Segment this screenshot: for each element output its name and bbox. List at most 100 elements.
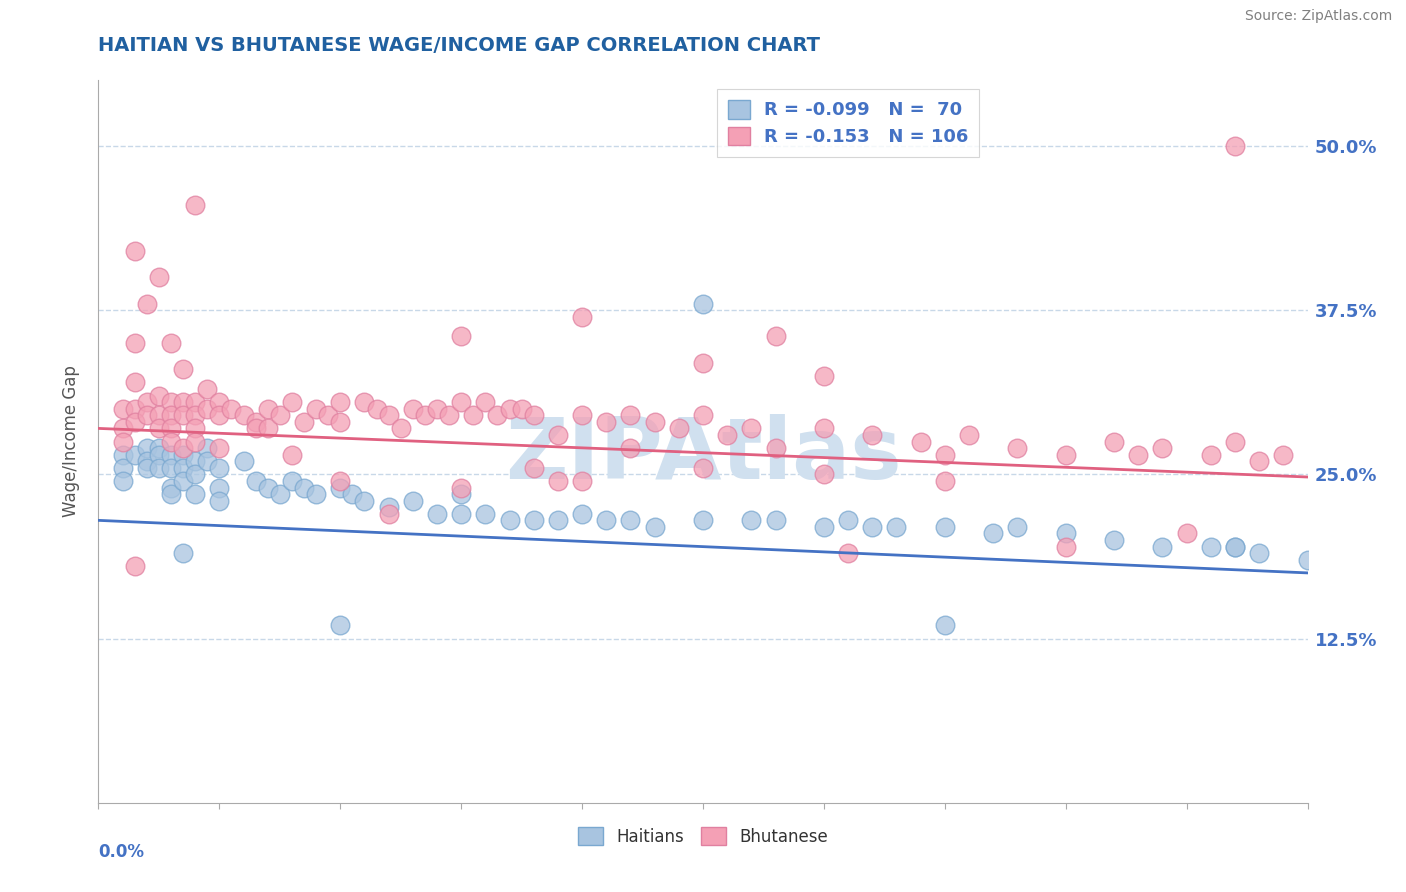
Point xyxy=(160,421,183,435)
Text: 0.0%: 0.0% xyxy=(98,843,145,861)
Point xyxy=(160,448,183,462)
Point xyxy=(329,415,352,429)
Point xyxy=(837,513,859,527)
Point xyxy=(486,409,509,423)
Point xyxy=(450,481,472,495)
Point xyxy=(184,434,207,449)
Point xyxy=(813,421,835,435)
Point xyxy=(1102,434,1125,449)
Point xyxy=(195,441,218,455)
Point xyxy=(765,329,787,343)
Point xyxy=(498,401,520,416)
Point xyxy=(342,487,364,501)
Point xyxy=(148,421,170,435)
Point xyxy=(498,513,520,527)
Text: HAITIAN VS BHUTANESE WAGE/INCOME GAP CORRELATION CHART: HAITIAN VS BHUTANESE WAGE/INCOME GAP COR… xyxy=(98,36,821,54)
Point xyxy=(208,441,231,455)
Point xyxy=(1128,448,1150,462)
Point xyxy=(619,513,641,527)
Text: ZIPAtlas: ZIPAtlas xyxy=(505,415,901,498)
Point xyxy=(813,368,835,383)
Point xyxy=(1054,448,1077,462)
Point xyxy=(111,460,134,475)
Point xyxy=(160,487,183,501)
Point xyxy=(305,401,328,416)
Point xyxy=(135,296,157,310)
Point xyxy=(111,401,134,416)
Point xyxy=(934,618,956,632)
Point xyxy=(256,481,278,495)
Point xyxy=(124,559,146,574)
Point xyxy=(692,296,714,310)
Point xyxy=(184,395,207,409)
Point xyxy=(232,409,254,423)
Point xyxy=(981,526,1004,541)
Point xyxy=(1199,448,1222,462)
Point xyxy=(934,474,956,488)
Point xyxy=(910,434,932,449)
Point xyxy=(1296,553,1319,567)
Point xyxy=(389,421,412,435)
Point xyxy=(353,395,375,409)
Point xyxy=(135,395,157,409)
Point xyxy=(547,428,569,442)
Point xyxy=(184,454,207,468)
Point xyxy=(1102,533,1125,547)
Point xyxy=(172,395,194,409)
Point xyxy=(1223,139,1246,153)
Point xyxy=(547,474,569,488)
Point xyxy=(172,474,194,488)
Point xyxy=(148,270,170,285)
Point xyxy=(195,401,218,416)
Point xyxy=(148,388,170,402)
Point xyxy=(208,460,231,475)
Point xyxy=(124,401,146,416)
Point xyxy=(111,448,134,462)
Point xyxy=(269,487,291,501)
Point xyxy=(402,401,425,416)
Point xyxy=(148,448,170,462)
Point xyxy=(644,415,666,429)
Point xyxy=(111,421,134,435)
Point xyxy=(195,382,218,396)
Point xyxy=(124,336,146,351)
Point xyxy=(765,513,787,527)
Point xyxy=(208,493,231,508)
Point xyxy=(619,409,641,423)
Point xyxy=(148,409,170,423)
Point xyxy=(184,467,207,482)
Point xyxy=(450,487,472,501)
Point xyxy=(474,507,496,521)
Point xyxy=(765,441,787,455)
Point xyxy=(450,329,472,343)
Point xyxy=(184,409,207,423)
Point xyxy=(281,448,304,462)
Point xyxy=(256,421,278,435)
Point xyxy=(366,401,388,416)
Point xyxy=(619,441,641,455)
Point xyxy=(413,409,436,423)
Point xyxy=(172,448,194,462)
Point xyxy=(595,415,617,429)
Point xyxy=(245,415,267,429)
Point xyxy=(450,507,472,521)
Point xyxy=(172,409,194,423)
Point xyxy=(184,198,207,212)
Point xyxy=(1199,540,1222,554)
Point xyxy=(813,520,835,534)
Point xyxy=(860,520,883,534)
Point xyxy=(837,546,859,560)
Point xyxy=(1249,454,1271,468)
Point xyxy=(692,356,714,370)
Point xyxy=(426,507,449,521)
Point xyxy=(934,520,956,534)
Point xyxy=(523,460,546,475)
Point xyxy=(692,513,714,527)
Point xyxy=(329,395,352,409)
Point xyxy=(269,409,291,423)
Point xyxy=(208,409,231,423)
Point xyxy=(1152,540,1174,554)
Point xyxy=(135,454,157,468)
Point xyxy=(172,441,194,455)
Point xyxy=(208,481,231,495)
